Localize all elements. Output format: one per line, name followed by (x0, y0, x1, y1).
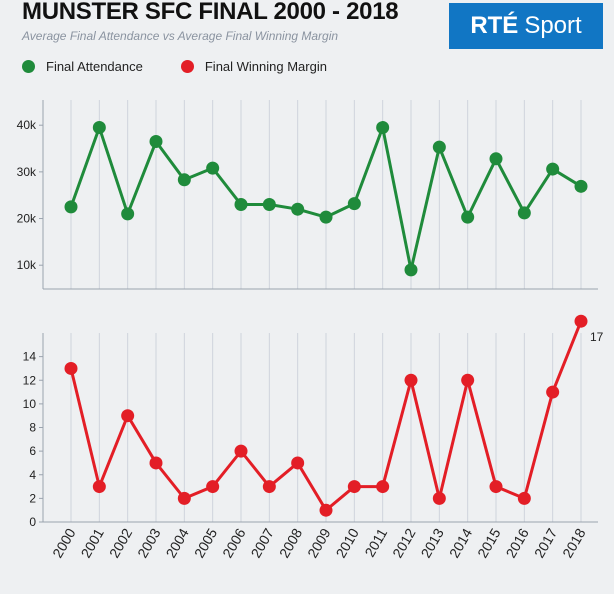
legend-label: Final Attendance (46, 59, 143, 74)
y-tick-label: 20k (17, 212, 37, 226)
legend: Final Attendance Final Winning Margin (22, 59, 327, 74)
data-point (432, 491, 446, 505)
data-point (206, 480, 220, 494)
data-point (206, 161, 220, 175)
data-point (574, 314, 588, 328)
data-label: 17 (590, 330, 604, 344)
data-point (262, 198, 276, 212)
y-tick-label: 40k (17, 118, 37, 132)
x-tick-label: 2011 (361, 525, 390, 559)
x-tick-label: 2017 (531, 525, 561, 560)
data-point (177, 173, 191, 187)
legend-label: Final Winning Margin (204, 59, 327, 74)
data-point (177, 491, 191, 505)
legend-item-margin: Final Winning Margin (180, 59, 327, 74)
x-tick-label: 2006 (219, 525, 249, 560)
data-point (347, 480, 361, 494)
red-dot-icon (180, 60, 194, 73)
data-point (92, 480, 106, 494)
x-tick-label: 2014 (446, 525, 476, 560)
y-tick-label: 10k (17, 258, 37, 272)
x-tick-label: 2012 (389, 525, 419, 560)
data-point (149, 135, 163, 149)
data-point (64, 200, 78, 214)
data-point (319, 503, 333, 517)
y-tick-label: 6 (29, 444, 36, 458)
chart-subtitle: Average Final Attendance vs Average Fina… (22, 29, 339, 43)
x-tick-label: 2010 (332, 525, 362, 560)
y-tick-label: 4 (29, 468, 36, 482)
data-point (347, 197, 361, 211)
x-tick-label: 2005 (191, 525, 221, 560)
x-tick-label: 2008 (276, 525, 306, 560)
y-tick-label: 8 (29, 421, 36, 435)
data-point (64, 361, 78, 375)
y-tick-label: 30k (17, 165, 37, 179)
data-point (121, 207, 135, 221)
chart-title: MUNSTER SFC FINAL 2000 - 2018 (22, 0, 399, 25)
x-tick-label: 2016 (502, 525, 532, 560)
data-point (461, 373, 475, 387)
data-point (319, 210, 333, 224)
x-tick-label: 2009 (304, 525, 334, 560)
data-point (376, 121, 390, 135)
green-dot-icon (22, 60, 35, 73)
x-tick-label: 2018 (559, 525, 589, 560)
data-point (149, 456, 163, 470)
y-tick-label: 12 (23, 373, 37, 387)
y-tick-label: 10 (23, 397, 37, 411)
data-point (489, 480, 503, 494)
x-tick-label: 2004 (162, 525, 192, 560)
data-point (432, 140, 446, 154)
data-point (234, 444, 248, 458)
data-point (234, 198, 248, 212)
data-point (546, 385, 560, 399)
legend-item-attendance: Final Attendance (22, 59, 143, 74)
data-point (376, 480, 390, 494)
data-point (404, 373, 418, 387)
data-point (404, 263, 418, 277)
data-point (517, 491, 531, 505)
data-point (92, 121, 106, 135)
x-tick-label: 2000 (49, 525, 79, 560)
rte-sport-logo: RTÉ Sport (449, 3, 603, 49)
x-tick-label: 2013 (417, 525, 447, 560)
x-tick-label: 2003 (134, 525, 164, 560)
data-point (546, 162, 560, 176)
x-tick-label: 2015 (474, 525, 504, 560)
x-tick-label: 2001 (77, 525, 107, 560)
data-point (121, 409, 135, 423)
data-point (291, 202, 305, 216)
y-tick-label: 0 (29, 515, 36, 529)
x-tick-label: 2007 (247, 525, 277, 560)
data-point (291, 456, 305, 470)
data-point (262, 480, 276, 494)
y-tick-label: 14 (23, 350, 37, 364)
data-point (489, 152, 503, 166)
data-point (461, 210, 475, 224)
data-point (517, 206, 531, 220)
x-tick-label: 2002 (106, 525, 136, 560)
y-tick-label: 2 (29, 491, 36, 505)
data-point (574, 179, 588, 193)
